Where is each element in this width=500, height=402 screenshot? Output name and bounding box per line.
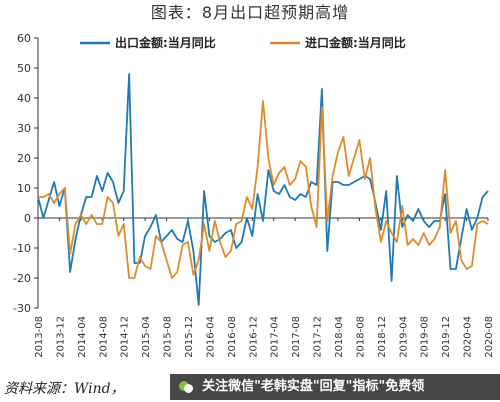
chart-series [37,73,489,306]
y-tick-label: 10 [17,182,31,195]
legend-label: 进口金额:当月同比 [305,35,406,50]
series-line-import [38,100,489,279]
x-tick-label: 2014-08 [98,316,109,358]
x-tick-label: 2015-04 [141,316,152,358]
legend-label: 出口金额:当月同比 [115,35,216,50]
x-tick-label: 2015-08 [163,316,174,358]
promo-banner[interactable]: 关注微信"老韩实盘"回复"指标"免费领 [170,374,500,400]
x-tick-label: 2020-08 [484,316,495,358]
x-tick-label: 2016-04 [205,316,216,358]
y-tick-label: -10 [13,242,31,255]
y-tick-label: 60 [17,32,31,45]
x-tick-label: 2020-04 [463,316,474,358]
x-tick-label: 2013-08 [34,316,45,358]
x-tick-label: 2019-04 [398,316,409,358]
y-tick-label: -30 [13,302,31,315]
x-tick-label: 2014-12 [120,316,131,358]
y-tick-label: 0 [24,212,31,225]
footer: 资料来源：Wind， 关注微信"老韩实盘"回复"指标"免费领 [0,372,500,402]
x-tick-label: 2018-04 [334,316,345,358]
y-tick-label: -20 [13,272,31,285]
chart-title: 图表：8月出口超预期高增 [150,3,350,22]
x-tick-label: 2017-12 [313,316,324,358]
y-tick-label: 30 [17,122,31,135]
x-tick-label: 2017-04 [270,316,281,358]
x-tick-label: 2018-12 [377,316,388,358]
y-tick-label: 50 [17,62,31,75]
y-tick-label: 40 [17,92,31,105]
x-tick-label: 2013-12 [55,316,66,358]
x-tick-label: 2016-08 [227,316,238,358]
line-chart: -30 -20 -10 0 10 20 30 40 50 60 2013-08 2013-12 2014… [13,32,495,358]
x-tick-label: 2018-08 [355,316,366,358]
x-tick-label: 2016-12 [248,316,259,358]
series-line-export [37,73,489,306]
chart-axes: -30 -20 -10 0 10 20 30 40 50 60 2013-08 2013-12 2014… [13,32,495,358]
x-tick-label: 2015-12 [184,316,195,358]
x-tick-label: 2014-04 [77,316,88,358]
y-tick-label: 20 [17,152,31,165]
source-note: 资料来源：Wind， [4,381,125,397]
chart-legend: 出口金额:当月同比 进口金额:当月同比 [80,35,406,50]
x-tick-label: 2019-12 [441,316,452,358]
wechat-icon [179,380,193,393]
x-tick-label: 2017-08 [291,316,302,358]
x-tick-label: 2019-08 [420,316,431,358]
banner-text: 关注微信"老韩实盘"回复"指标"免费领 [202,379,425,394]
